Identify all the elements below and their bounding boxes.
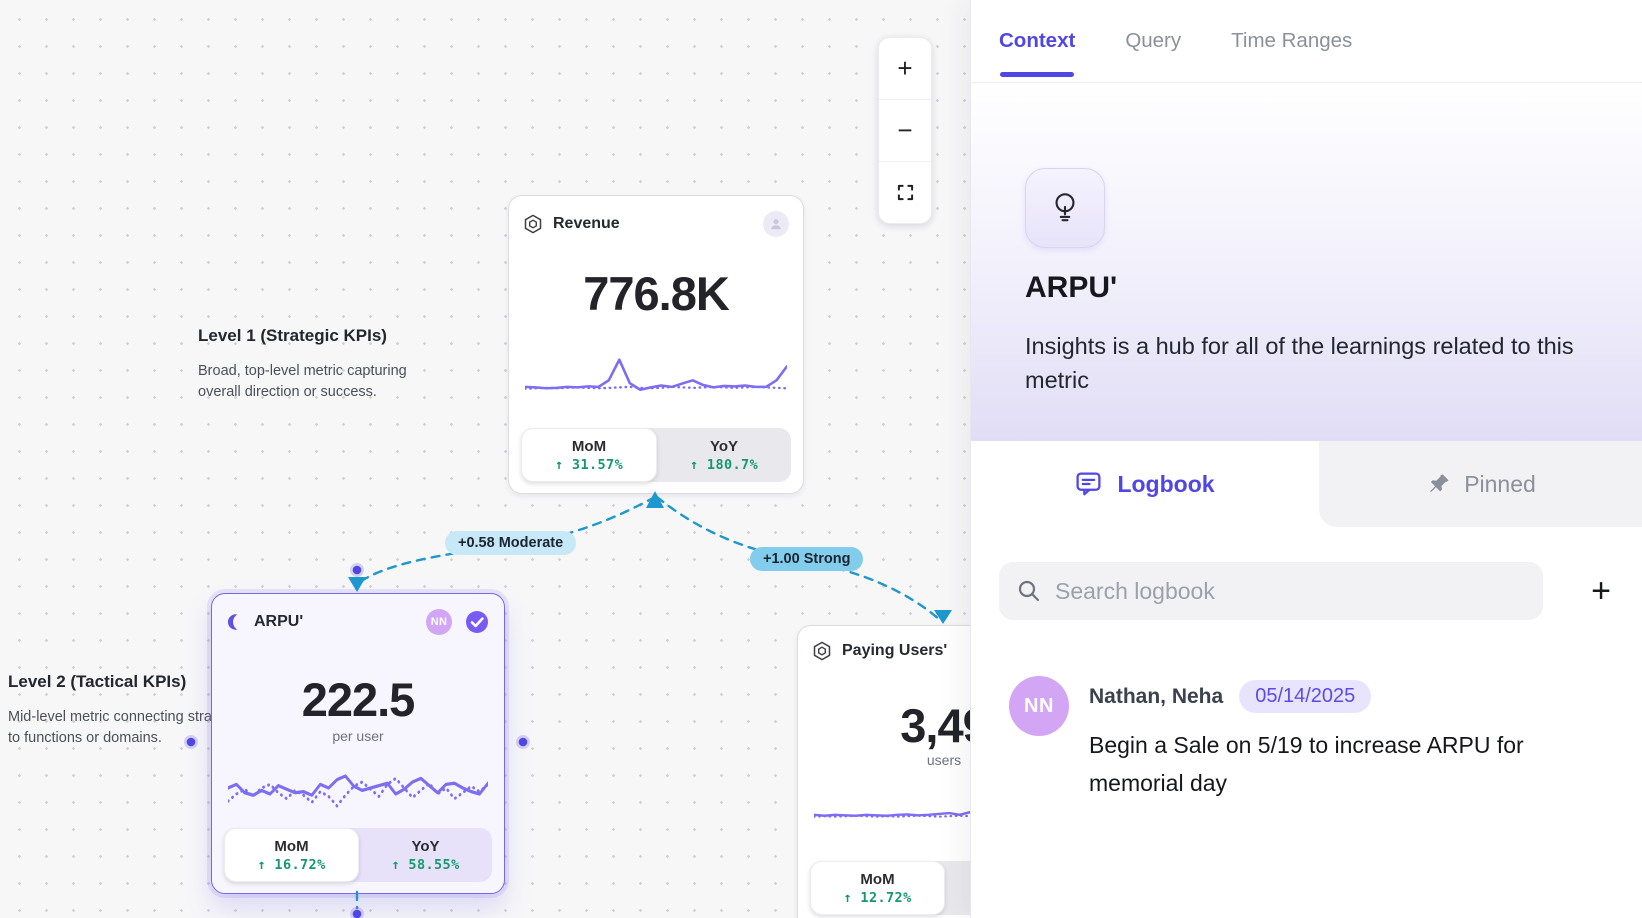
metric-context-header: ARPU' Insights is a hub for all of the l…: [971, 83, 1642, 441]
correlation-label-strong[interactable]: +1.00 Strong: [750, 547, 864, 571]
mom-value: ↑ 31.57%: [554, 456, 624, 473]
hexagon-metric-icon: [523, 214, 543, 234]
mom-value: ↑ 16.72%: [257, 856, 326, 873]
yoy-label: YoY: [411, 837, 440, 855]
arpu-right-handle[interactable]: [516, 735, 530, 749]
entry-author: Nathan, Neha: [1089, 684, 1224, 708]
zoom-in-button[interactable]: +: [879, 38, 931, 99]
metric-card-paying-users[interactable]: Paying Users' 3,49 users MoM ↑ 12.72%: [797, 625, 970, 918]
tab-context[interactable]: Context: [999, 0, 1075, 82]
yoy-label: YoY: [709, 437, 739, 455]
crescent-moon-icon: [226, 613, 244, 631]
logbook-entry[interactable]: NN Nathan, Neha 05/14/2025 Begin a Sale …: [971, 664, 1642, 824]
pushpin-icon: [1426, 471, 1452, 497]
verified-badge-icon: [464, 609, 490, 635]
panel-metric-description: Insights is a hub for all of the learnin…: [1025, 333, 1574, 393]
logbook-pinned-tabs: Logbook Pinned: [971, 441, 1642, 527]
mom-label: MoM: [274, 837, 309, 855]
paying-users-card-header: Paying Users': [798, 626, 970, 676]
panel-tab-bar: Context Query Time Ranges: [971, 0, 1642, 83]
level-1-description: Broad, top-level metric capturing overal…: [198, 363, 407, 400]
context-side-panel: Context Query Time Ranges ARPU' Insights…: [970, 0, 1642, 918]
logbook-search[interactable]: [999, 562, 1543, 620]
mom-label: MoM: [571, 437, 607, 455]
revenue-sparkline: [525, 358, 787, 392]
entry-text: Begin a Sale on 5/19 to increase ARPU fo…: [1089, 732, 1524, 796]
zoom-out-button[interactable]: −: [879, 99, 931, 161]
revenue-card-header: Revenue: [509, 196, 803, 252]
paying-users-mom-pill[interactable]: MoM ↑ 12.72%: [810, 861, 945, 915]
paying-users-card-title: Paying Users': [842, 642, 948, 659]
arpu-top-handle[interactable]: [350, 563, 364, 577]
logbook-chat-icon: [1075, 470, 1103, 498]
yoy-value: ↑ 180.7%: [689, 456, 759, 473]
search-input[interactable]: [1053, 576, 1525, 606]
mom-value: ↑ 12.72%: [843, 889, 912, 906]
entry-avatar: NN: [1009, 676, 1069, 736]
tab-pinned[interactable]: Pinned: [1319, 441, 1642, 527]
arrowhead-into-paying-users-icon: [934, 610, 952, 624]
canvas-zoom-controls: + −: [878, 37, 932, 224]
lightbulb-icon: [1046, 189, 1084, 227]
level-2-annotation: Level 2 (Tactical KPIs) Mid-level metric…: [8, 672, 248, 749]
revenue-yoy-pill[interactable]: YoY ↑ 180.7%: [657, 428, 791, 482]
hexagon-metric-icon: [812, 641, 832, 661]
tab-query[interactable]: Query: [1125, 29, 1182, 52]
arpu-card-header: ARPU' NN: [212, 594, 504, 650]
arpu-mom-pill[interactable]: MoM ↑ 16.72%: [224, 828, 359, 882]
fit-view-button[interactable]: [879, 161, 931, 223]
add-logbook-entry-button[interactable]: +: [1579, 569, 1623, 613]
yoy-value: ↑ 58.55%: [391, 856, 460, 873]
revenue-mom-pill[interactable]: MoM ↑ 31.57%: [521, 428, 657, 482]
paying-users-yoy-pill[interactable]: [945, 861, 970, 915]
paying-users-value: 3,49: [900, 699, 970, 752]
insight-tile: [1025, 168, 1105, 248]
mom-label: MoM: [860, 870, 895, 888]
arpu-value: 222.5: [301, 673, 416, 726]
panel-metric-title: ARPU': [1025, 271, 1118, 304]
arpu-owner-avatar: NN: [426, 609, 452, 635]
correlation-label-moderate[interactable]: +0.58 Moderate: [445, 531, 577, 555]
metric-tree-canvas[interactable]: Level 1 (Strategic KPIs) Broad, top-leve…: [0, 0, 970, 918]
entry-date-badge: 05/14/2025: [1239, 680, 1372, 713]
paying-users-sparkline: [814, 810, 970, 818]
revenue-delta-pills: MoM ↑ 31.57% YoY ↑ 180.7%: [521, 428, 791, 482]
arpu-unit: per user: [332, 728, 384, 744]
arpu-card-title: ARPU': [254, 613, 304, 630]
paying-users-delta-pills: MoM ↑ 12.72%: [810, 861, 970, 915]
level-1-annotation: Level 1 (Strategic KPIs) Broad, top-leve…: [198, 326, 443, 403]
metric-card-arpu[interactable]: ARPU' NN 222.5 per user MoM ↑ 16.72%: [211, 593, 505, 894]
metric-card-revenue[interactable]: Revenue 776.8K MoM ↑ 31.57% YoY ↑ 180: [508, 195, 804, 494]
tab-time-ranges[interactable]: Time Ranges: [1231, 29, 1353, 52]
revenue-value: 776.8K: [583, 267, 730, 320]
tab-logbook[interactable]: Logbook: [971, 441, 1319, 527]
arpu-sparkline: [228, 774, 488, 809]
arpu-delta-pills: MoM ↑ 16.72% YoY ↑ 58.55%: [224, 828, 492, 882]
level-2-title: Level 2 (Tactical KPIs): [8, 672, 187, 691]
level-2-description: Mid-level metric connecting strategy to …: [8, 709, 240, 746]
entry-header: Nathan, Neha 05/14/2025: [1089, 680, 1372, 713]
revenue-card-title: Revenue: [553, 215, 620, 232]
arpu-bottom-handle[interactable]: [350, 907, 364, 918]
logbook-tab-label: Logbook: [1117, 470, 1215, 497]
paying-users-unit: users: [926, 752, 962, 768]
pinned-tab-label: Pinned: [1464, 470, 1536, 497]
fullscreen-icon: [897, 184, 914, 201]
search-icon: [1017, 579, 1041, 603]
arpu-yoy-pill[interactable]: YoY ↑ 58.55%: [359, 828, 492, 882]
level-1-title: Level 1 (Strategic KPIs): [198, 326, 387, 345]
arrowhead-into-arpu-icon: [348, 577, 366, 592]
owner-avatar-icon: [763, 211, 789, 237]
